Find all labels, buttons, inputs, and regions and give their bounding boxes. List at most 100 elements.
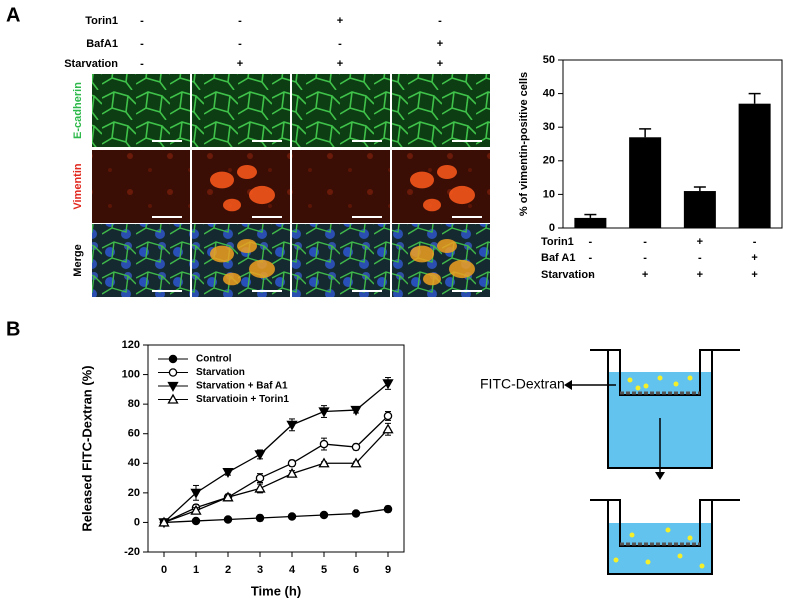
micrograph (192, 74, 290, 147)
treatment-name: BafA1 (86, 38, 118, 50)
marker (190, 488, 202, 499)
y-tick-label: 20 (543, 155, 555, 167)
micrograph (392, 150, 490, 223)
panel-label: B (6, 318, 20, 340)
legend-marker (168, 354, 178, 364)
series-line (163, 428, 389, 524)
vimentin-signal (437, 239, 457, 253)
marker (319, 439, 329, 449)
treatment-sign: - (140, 58, 144, 70)
marker (383, 504, 393, 514)
marker (286, 467, 298, 478)
legend-label: Starvatioin + Torin1 (196, 394, 289, 405)
micrograph (292, 224, 390, 297)
vimentin-signal (223, 272, 241, 286)
marker (222, 468, 234, 478)
condition-sign: - (643, 252, 647, 264)
vimentin-signal (449, 259, 475, 279)
transwell-diagram (564, 349, 740, 575)
treatment-sign: + (337, 15, 343, 27)
marker (382, 423, 394, 434)
treatment-sign: - (238, 15, 242, 27)
condition-sign: + (642, 269, 648, 281)
well (607, 500, 713, 575)
condition-sign: + (751, 269, 757, 281)
y-tick-label: 40 (128, 457, 140, 469)
x-tick-label: 1 (193, 564, 199, 576)
dextran-dots (627, 375, 693, 391)
treatment-sign: - (238, 38, 242, 50)
image-row-label: E-cadherin (72, 82, 84, 139)
condition-name: Torin1 (541, 236, 574, 248)
micrograph (92, 224, 190, 297)
vimentin-signal (237, 165, 257, 179)
legend-label: Starvation + Baf A1 (196, 381, 288, 392)
vimentin-signal (423, 198, 441, 212)
vimentin-signal (437, 165, 457, 179)
condition-sign: + (697, 269, 703, 281)
marker (254, 450, 266, 461)
insert (590, 349, 740, 396)
x-tick-label: 2 (225, 564, 231, 576)
series-line (163, 415, 389, 524)
y-tick-label: 120 (122, 339, 140, 351)
treatment-sign: + (237, 58, 243, 70)
treatment-name: Torin1 (85, 15, 118, 27)
marker (255, 513, 265, 523)
diagram-label: FITC-Dextran (480, 376, 565, 392)
arrow-head (655, 472, 665, 480)
y-tick-label: 0 (134, 516, 140, 528)
y-tick-label: 30 (543, 121, 555, 133)
marker (287, 512, 297, 521)
x-tick-label: 0 (161, 564, 167, 576)
marker (255, 473, 265, 483)
x-tick-label: 3 (257, 564, 263, 576)
marker (319, 510, 329, 520)
legend-marker (167, 381, 179, 392)
bar (738, 103, 771, 228)
treatment-sign: + (437, 38, 443, 50)
y-tick-label: 60 (128, 428, 140, 440)
y-axis-label: Released FITC-Dextran (%) (79, 365, 94, 531)
y-tick-label: 20 (128, 487, 140, 499)
condition-sign: - (698, 252, 702, 264)
treatment-sign: + (337, 58, 343, 70)
marker (254, 482, 266, 493)
image-row-label: Merge (72, 244, 84, 276)
marker (286, 420, 298, 431)
arrow-head (564, 380, 572, 390)
vimentin-signal (210, 245, 234, 263)
micrograph (392, 74, 490, 147)
marker (287, 459, 297, 468)
x-tick-label: 6 (353, 564, 359, 576)
condition-sign: - (589, 269, 593, 281)
vimentin-signal (223, 198, 241, 212)
marker (318, 407, 330, 418)
treatment-sign: - (140, 15, 144, 27)
vimentin-signal (423, 272, 441, 286)
condition-sign: + (751, 252, 757, 264)
legend-marker (167, 393, 179, 404)
marker (351, 442, 361, 452)
x-axis-label: Time (h) (251, 583, 301, 598)
micrograph (292, 150, 390, 223)
bar (574, 217, 607, 228)
legend-label: Starvation (196, 367, 245, 378)
series-line (163, 382, 389, 523)
y-tick-label: 80 (128, 398, 140, 410)
marker (191, 516, 201, 526)
marker (222, 491, 234, 502)
marker (158, 516, 170, 527)
axis (562, 59, 783, 229)
y-tick-label: 0 (549, 222, 555, 234)
y-tick-label: -20 (124, 546, 140, 558)
vimentin-signal (410, 171, 434, 189)
condition-name: Starvation (541, 269, 595, 281)
y-tick-label: 10 (543, 188, 555, 200)
x-tick-label: 5 (321, 564, 327, 576)
y-tick-label: 50 (543, 54, 555, 66)
y-tick-label: 40 (543, 88, 555, 100)
vimentin-signal (249, 185, 275, 205)
micrograph (192, 150, 290, 223)
